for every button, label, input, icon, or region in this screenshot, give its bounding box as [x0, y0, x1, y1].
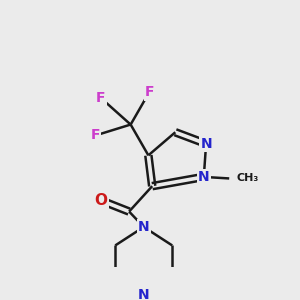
Text: CH₃: CH₃ — [237, 173, 259, 184]
Text: F: F — [96, 91, 105, 105]
Text: F: F — [145, 85, 155, 99]
Text: N: N — [138, 220, 150, 234]
Text: N: N — [198, 170, 210, 184]
Text: O: O — [94, 193, 107, 208]
Text: F: F — [91, 128, 100, 142]
Text: N: N — [138, 288, 150, 300]
Text: N: N — [200, 137, 212, 151]
